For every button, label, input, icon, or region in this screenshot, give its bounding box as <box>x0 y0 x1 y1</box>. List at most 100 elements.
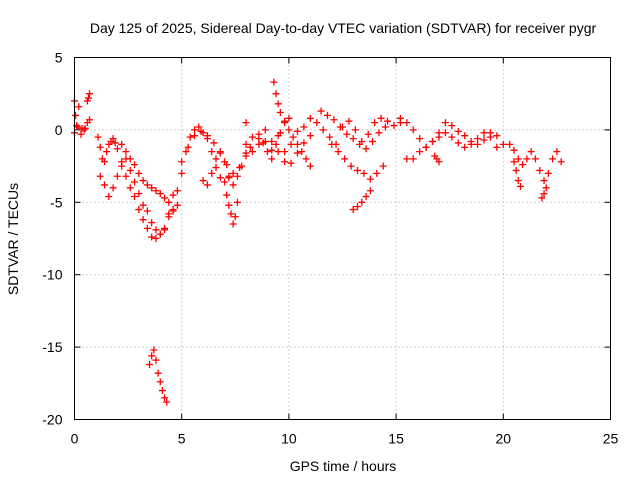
data-point <box>448 133 456 141</box>
data-point <box>390 122 398 130</box>
data-point <box>143 224 151 232</box>
data-point <box>300 123 308 131</box>
data-point <box>146 360 154 368</box>
data-point <box>538 194 546 202</box>
data-point <box>126 184 134 192</box>
data-point <box>422 143 430 151</box>
data-point <box>403 119 411 127</box>
data-point <box>300 139 308 147</box>
data-point <box>493 143 501 151</box>
data-point <box>270 78 278 86</box>
data-point <box>409 155 417 163</box>
data-point <box>109 184 117 192</box>
data-point <box>150 346 158 354</box>
data-point <box>474 135 482 143</box>
data-point <box>186 133 194 141</box>
data-point <box>540 190 548 198</box>
x-tick-label: 20 <box>496 431 512 447</box>
data-point <box>366 175 374 183</box>
data-point <box>373 169 381 177</box>
data-point <box>248 133 256 141</box>
data-point <box>161 194 169 202</box>
data-point <box>221 158 229 166</box>
data-point <box>152 235 160 242</box>
data-point <box>369 137 377 145</box>
data-point <box>148 184 156 192</box>
data-point <box>540 177 548 185</box>
data-point <box>148 219 156 227</box>
data-point <box>182 148 190 156</box>
data-point <box>178 158 186 166</box>
data-point <box>319 126 327 134</box>
y-tick-label: 5 <box>55 50 63 66</box>
data-point <box>276 109 284 117</box>
data-point <box>553 148 561 156</box>
data-point <box>152 356 160 364</box>
x-tick-label: 25 <box>603 431 619 447</box>
data-point <box>139 216 147 224</box>
data-point <box>118 158 126 166</box>
data-point <box>113 145 121 153</box>
data-point <box>161 394 169 402</box>
data-point <box>480 129 488 137</box>
data-point <box>268 146 276 154</box>
data-point <box>281 117 289 125</box>
data-point <box>233 172 241 180</box>
data-point <box>139 201 147 209</box>
data-point <box>163 398 171 406</box>
data-point <box>191 132 199 140</box>
data-point <box>229 220 237 228</box>
x-tick-label: 10 <box>281 431 297 447</box>
data-point <box>223 191 231 199</box>
data-point <box>268 155 276 163</box>
data-point <box>86 116 94 124</box>
data-point <box>480 136 488 144</box>
data-point <box>131 193 139 201</box>
data-point <box>366 187 374 195</box>
data-point <box>358 198 366 206</box>
data-point <box>126 166 134 174</box>
data-point <box>313 119 321 127</box>
data-point <box>461 143 469 151</box>
data-point <box>263 148 271 156</box>
x-tick-label: 15 <box>388 431 404 447</box>
data-point <box>268 137 276 145</box>
data-point <box>317 107 325 115</box>
data-point <box>371 119 379 127</box>
data-point <box>242 119 250 127</box>
data-point <box>77 130 85 138</box>
data-point <box>298 148 306 156</box>
data-point <box>96 172 104 180</box>
data-point <box>225 172 233 180</box>
data-point <box>493 132 501 140</box>
data-point <box>242 140 250 148</box>
data-point <box>354 203 362 211</box>
data-point <box>274 148 282 156</box>
data-point <box>514 155 522 163</box>
y-tick-label: -10 <box>42 267 62 283</box>
data-point <box>272 140 280 148</box>
data-point <box>131 161 139 169</box>
y-axis-label: SDTVAR / TECUs <box>5 183 21 295</box>
data-point <box>328 140 336 148</box>
data-point <box>285 126 293 134</box>
data-point <box>514 177 522 185</box>
data-point <box>467 140 475 148</box>
data-point <box>454 139 462 147</box>
data-point <box>109 135 117 143</box>
data-point <box>276 129 284 137</box>
data-point <box>242 149 250 157</box>
data-point <box>306 114 314 122</box>
data-point <box>96 143 104 151</box>
data-point <box>293 149 301 157</box>
data-point <box>454 127 462 135</box>
data-point <box>306 132 314 140</box>
y-tick-label: -20 <box>42 412 62 428</box>
data-point <box>135 206 143 214</box>
data-point <box>143 207 151 215</box>
data-point <box>154 369 162 377</box>
data-point <box>375 129 383 137</box>
data-marks <box>71 78 565 406</box>
data-point <box>259 139 267 147</box>
data-point <box>354 166 362 174</box>
